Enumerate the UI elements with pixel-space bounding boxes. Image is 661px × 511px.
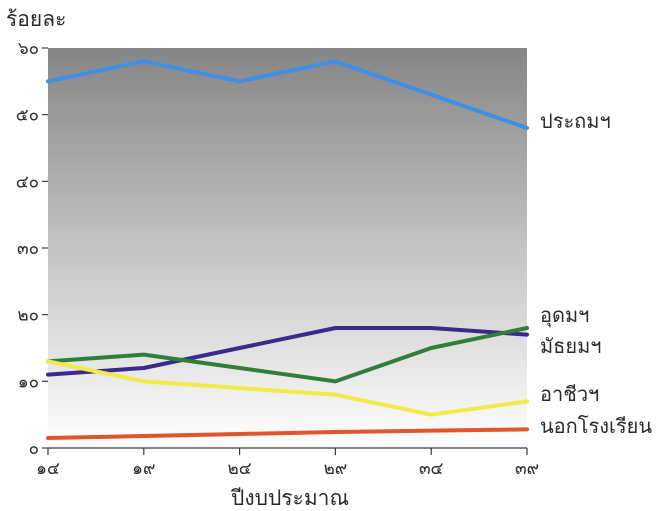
series-lines — [46, 59, 529, 440]
series-line-0 — [46, 59, 529, 130]
y-tick-label: ๓๐ — [17, 239, 39, 259]
series-line-2 — [46, 326, 529, 384]
x-tick-label: ๓๔ — [419, 459, 444, 479]
series-label-4: นอกโรงเรียน — [540, 414, 652, 438]
series-line-4 — [46, 427, 529, 440]
series-label-0: ประถมฯ — [540, 109, 611, 133]
y-tick-label: ๖๐ — [18, 39, 39, 59]
y-tick-label: ๒๐ — [17, 306, 39, 326]
y-axis-ticks: ๐ ๑๐ ๒๐ ๓๐ ๔๐ ๕๐ ๖๐ — [16, 39, 48, 459]
series-label-2: มัธยมฯ — [540, 334, 602, 358]
x-axis-label: ปีงบประมาณ — [230, 486, 349, 510]
series-label-1: อุดมฯ — [540, 303, 589, 328]
x-axis-ticks: ๑๔ ๑๙ ๒๔ ๒๙ ๓๔ ๓๙ — [36, 448, 539, 479]
y-axis-label: ร้อยละ — [6, 7, 66, 31]
x-tick-label: ๑๙ — [132, 459, 155, 479]
y-tick-label: ๐ — [29, 439, 39, 459]
series-line-1 — [46, 326, 529, 377]
x-tick-label: ๒๙ — [324, 459, 348, 479]
x-tick-label: ๑๔ — [36, 459, 60, 479]
y-tick-label: ๔๐ — [16, 172, 39, 192]
x-tick-label: ๒๔ — [228, 459, 252, 479]
series-label-3: อาชีวฯ — [540, 382, 599, 406]
x-tick-label: ๓๙ — [515, 459, 539, 479]
series-line-3 — [46, 359, 529, 417]
plot-area — [48, 48, 527, 448]
y-tick-label: ๕๐ — [16, 106, 39, 126]
y-tick-label: ๑๐ — [18, 372, 39, 392]
